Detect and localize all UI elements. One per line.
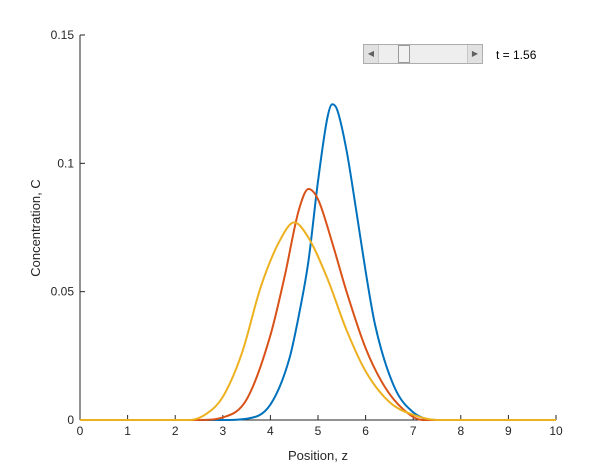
x-tick-label: 6 bbox=[362, 424, 369, 438]
x-tick-label: 4 bbox=[267, 424, 274, 438]
x-tick-label: 9 bbox=[505, 424, 512, 438]
series-lines bbox=[79, 103, 556, 422]
x-tick-label: 10 bbox=[549, 424, 563, 438]
y-axis-label: Concentration, C bbox=[28, 179, 43, 277]
x-tick-label: 2 bbox=[172, 424, 179, 438]
y-tick-label: 0.05 bbox=[51, 285, 75, 299]
slider-thumb[interactable] bbox=[398, 45, 410, 63]
time-label: t = 1.56 bbox=[496, 48, 537, 62]
axes: 0 1 2 3 4 5 6 7 8 9 10 0 0.05 0.1 0.15 bbox=[51, 28, 563, 438]
x-tick-label: 7 bbox=[410, 424, 417, 438]
x-tick-label: 1 bbox=[124, 424, 131, 438]
x-tick-label: 0 bbox=[77, 424, 84, 438]
x-tick-label: 3 bbox=[219, 424, 226, 438]
y-tick-label: 0.15 bbox=[51, 28, 75, 42]
y-tick-label: 0 bbox=[67, 413, 74, 427]
series-line-3 bbox=[79, 221, 556, 422]
x-axis-label: Position, z bbox=[288, 448, 348, 463]
x-tick-label: 5 bbox=[315, 424, 322, 438]
series-line-2 bbox=[79, 188, 556, 422]
slider-left-arrow-icon[interactable]: ◀ bbox=[364, 45, 379, 63]
series-line-1 bbox=[79, 103, 556, 422]
x-tick-label: 8 bbox=[457, 424, 464, 438]
time-slider[interactable]: ◀ ▶ bbox=[363, 44, 483, 64]
slider-right-arrow-icon[interactable]: ▶ bbox=[467, 45, 482, 63]
slider-track[interactable] bbox=[379, 45, 467, 63]
y-tick-label: 0.1 bbox=[57, 156, 74, 170]
